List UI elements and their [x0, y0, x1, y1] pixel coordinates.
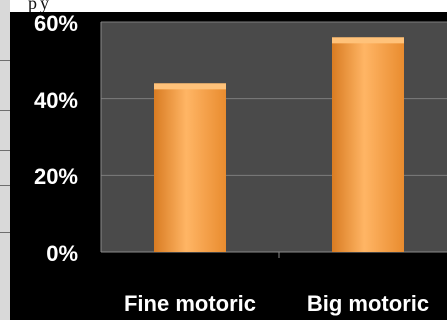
- y-tick-label-0: 0%: [46, 241, 78, 266]
- y-tick-label-3: 60%: [34, 11, 78, 36]
- y-tick-labels: 0% 20% 40% 60%: [34, 11, 78, 266]
- top-edge-strip: p y: [10, 0, 447, 12]
- y-tick-label-2: 40%: [34, 88, 78, 113]
- left-edge-strip: [0, 0, 10, 320]
- x-category-label-1: Big motoric: [307, 291, 429, 316]
- bar-fine-motoric: [154, 83, 226, 252]
- bar-big-motoric: [332, 37, 404, 253]
- y-tick-label-1: 20%: [34, 164, 78, 189]
- bar-top-highlight-0: [154, 83, 226, 90]
- x-category-labels: Fine motoric Big motoric: [124, 291, 429, 316]
- x-category-label-0: Fine motoric: [124, 291, 256, 316]
- bars: [154, 37, 404, 258]
- bar-top-highlight-1: [332, 37, 404, 44]
